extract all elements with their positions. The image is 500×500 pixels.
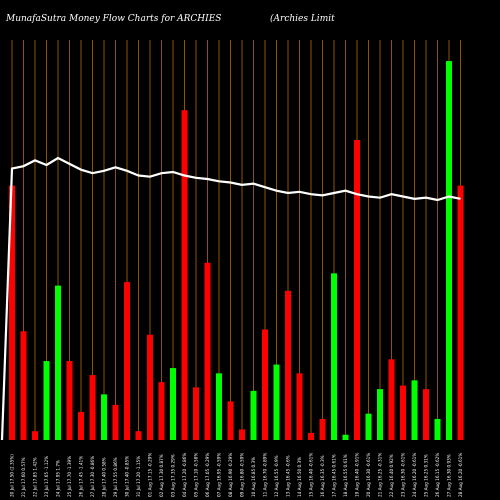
x-tick-label: 26 Aug 16.15 -0.62%	[435, 453, 440, 497]
money-flow-bar	[170, 368, 176, 440]
x-tick-label: 03 Aug 17.35 0.29%	[171, 454, 176, 497]
chart-header: MunafaSutra Money Flow Charts for ARCHIE…	[0, 0, 500, 30]
x-tick-label: 23 Aug 16.30 -0.61%	[401, 453, 406, 497]
x-tick-label: 27 Jul 17.30 -0.86%	[90, 456, 95, 497]
x-tick-label: 22 Aug 16.40 0.92%	[389, 454, 394, 497]
x-tick-label: 14 Aug 16.50 0.3%	[297, 457, 302, 497]
x-tick-label: 18 Aug 16.55 0.61%	[343, 454, 348, 497]
x-tick-label: 23 Jul 17.65 -1.12%	[44, 456, 49, 497]
chart-title: MunafaSutra Money Flow Charts for ARCHIE…	[6, 14, 222, 24]
money-flow-bar	[101, 394, 107, 440]
money-flow-bars	[9, 61, 464, 440]
x-tick-label: 01 Aug 17.15 -0.29%	[148, 453, 153, 497]
money-flow-bar	[89, 375, 96, 440]
money-flow-bar	[446, 61, 452, 440]
money-flow-bar	[285, 290, 291, 440]
money-flow-bar	[147, 334, 153, 440]
money-flow-bar	[78, 411, 84, 440]
x-tick-label: 22 Jul 17.85 1.42%	[33, 457, 38, 497]
money-flow-bar	[193, 387, 199, 440]
money-flow-bar	[135, 431, 142, 440]
money-flow-bar	[457, 185, 464, 440]
money-flow-bar	[319, 418, 326, 440]
money-flow-bar	[216, 373, 222, 440]
x-tick-label: 30 Jul 17.40 -0.85%	[125, 456, 130, 497]
x-tick-label: 05 Aug 17.10 -0.58%	[194, 453, 199, 497]
x-tick-label: 20 Aug 16.30 -0.61%	[366, 453, 371, 497]
x-tick-label: 24 Aug 16.20 -0.61%	[412, 453, 417, 497]
money-flow-bar	[365, 413, 372, 440]
money-flow-bar	[239, 429, 245, 440]
money-flow-bar	[296, 373, 303, 440]
x-tick-label: 16 Aug 16.35 -0.3%	[320, 455, 325, 497]
x-tick-label: 13 Aug 16.45 -0.6%	[286, 455, 291, 497]
x-tick-label: 31 Jul 17.20 -1.15%	[136, 456, 141, 497]
x-tick-label: 04 Aug 17.20 -0.86%	[182, 453, 187, 497]
x-tick-label: 21 Jul 17.60 0.57%	[21, 457, 26, 497]
x-tick-label: 25 Jul 17.70 -1.39%	[67, 456, 72, 497]
money-flow-bar	[124, 282, 130, 440]
x-tick-label: 26 Jul 17.45 -1.41%	[79, 456, 84, 497]
price-line	[0, 156, 461, 441]
money-flow-bar	[32, 431, 38, 440]
x-tick-label: 29 Jul 17.55 0.86%	[113, 457, 118, 497]
x-tick-label: 20 Jul 17.50 (2.35%)	[10, 454, 15, 497]
money-flow-bar	[411, 380, 418, 440]
money-flow-bar	[250, 390, 257, 440]
money-flow-bar	[9, 185, 15, 440]
x-tick-label: 02 Aug 17.30 0.87%	[159, 454, 164, 497]
x-tick-label: 27 Aug 16.30 0.93%	[447, 454, 452, 497]
money-flow-bar	[423, 389, 429, 440]
x-tick-label: 08 Aug 16.90 -0.29%	[228, 453, 233, 497]
x-tick-label: 06 Aug 17.05 -0.29%	[205, 453, 210, 497]
money-flow-bar	[262, 329, 268, 440]
x-axis-tick-labels: 20 Jul 17.50 (2.35%) 21 Jul 17.60 0.57% 22…	[10, 453, 464, 497]
money-flow-bar	[377, 389, 383, 440]
x-tick-label: 07 Aug 16.95 -0.59%	[217, 453, 222, 497]
money-flow-bar	[434, 418, 441, 440]
x-tick-label: 09 Aug 16.80 -0.59%	[240, 453, 245, 497]
money-flow-bar	[342, 434, 349, 440]
money-flow-bar	[20, 331, 27, 440]
money-flow-bar	[158, 382, 165, 440]
money-flow-bar	[308, 432, 314, 440]
money-flow-bar	[112, 404, 119, 440]
x-tick-label: 25 Aug 16.25 0.31%	[424, 454, 429, 497]
money-flow-bar	[400, 385, 406, 440]
x-tick-label: 17 Aug 16.45 0.61%	[332, 454, 337, 497]
x-tick-label: 11 Aug 16.70 -0.89%	[263, 453, 268, 497]
money-flow-bar	[227, 401, 234, 440]
x-tick-label: 24 Jul 17.95 1.7%	[56, 460, 61, 497]
x-tick-label: 21 Aug 16.25 -0.31%	[378, 453, 383, 497]
x-tick-label: 15 Aug 16.40 -0.61%	[309, 453, 314, 497]
x-tick-label: 28 Jul 17.40 0.58%	[102, 457, 107, 497]
money-flow-bar	[204, 262, 211, 440]
x-tick-label: 12 Aug 16.55 -0.9%	[274, 455, 279, 497]
company-name: (Archies Limit	[270, 14, 335, 24]
money-flow-bar	[331, 273, 337, 440]
x-tick-label: 19 Aug 16.40 -0.91%	[355, 453, 360, 497]
money-flow-bar	[273, 364, 280, 440]
money-flow-bar	[354, 140, 360, 440]
money-flow-bar	[66, 361, 73, 440]
money-flow-bar	[181, 110, 188, 440]
money-flow-bar	[43, 361, 50, 440]
money-flow-bar	[388, 359, 395, 440]
money-flow-bar	[55, 285, 61, 440]
x-tick-label: 10 Aug 16.85 0.3%	[251, 457, 256, 497]
x-tick-label: 28 Aug 16.20 -0.61%	[458, 453, 463, 497]
